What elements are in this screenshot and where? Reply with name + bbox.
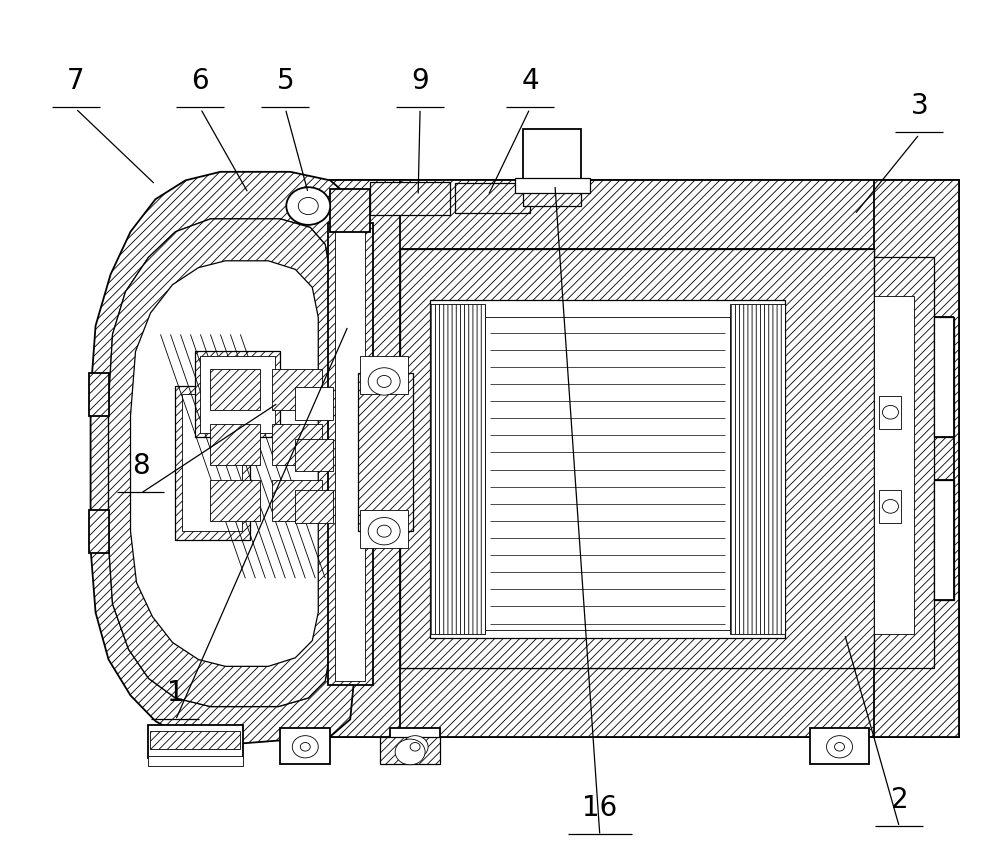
Circle shape: [300, 742, 310, 751]
Bar: [148, 756, 243, 766]
Bar: [400, 249, 874, 668]
Polygon shape: [89, 373, 109, 416]
Text: 9: 9: [411, 67, 429, 95]
Text: 16: 16: [582, 794, 617, 822]
Text: 3: 3: [911, 93, 928, 121]
Circle shape: [286, 187, 330, 225]
Text: 4: 4: [521, 67, 539, 95]
Circle shape: [298, 197, 318, 214]
Text: 8: 8: [132, 452, 149, 480]
Polygon shape: [109, 219, 330, 706]
Bar: [330, 180, 959, 249]
Bar: [879, 396, 901, 428]
Bar: [370, 182, 450, 214]
Bar: [148, 725, 243, 758]
Bar: [360, 510, 408, 548]
Bar: [515, 177, 590, 193]
Bar: [330, 180, 400, 736]
Bar: [335, 227, 365, 681]
Bar: [272, 424, 322, 465]
Polygon shape: [91, 171, 355, 745]
Text: 1: 1: [167, 679, 184, 706]
Polygon shape: [131, 261, 318, 667]
Bar: [150, 730, 240, 749]
Bar: [175, 386, 250, 540]
Bar: [430, 304, 485, 634]
Bar: [330, 668, 959, 736]
Circle shape: [395, 739, 425, 764]
Bar: [934, 317, 954, 437]
Bar: [280, 728, 330, 764]
Bar: [272, 480, 322, 521]
Bar: [874, 257, 934, 668]
Bar: [488, 319, 730, 627]
Bar: [730, 304, 785, 634]
Bar: [430, 300, 785, 638]
Bar: [358, 373, 413, 531]
Text: 2: 2: [891, 786, 908, 813]
Circle shape: [882, 405, 898, 419]
Bar: [182, 394, 242, 531]
Bar: [210, 369, 260, 410]
Bar: [874, 296, 914, 634]
Bar: [272, 369, 322, 410]
Bar: [874, 180, 959, 736]
Bar: [330, 180, 959, 736]
Text: 7: 7: [67, 67, 84, 95]
Polygon shape: [380, 736, 440, 764]
Bar: [400, 249, 874, 668]
Circle shape: [835, 742, 845, 751]
Circle shape: [402, 735, 428, 758]
Bar: [360, 356, 408, 394]
Polygon shape: [109, 219, 330, 706]
Bar: [210, 480, 260, 521]
Bar: [879, 490, 901, 523]
Bar: [295, 439, 333, 471]
Circle shape: [368, 368, 400, 395]
Circle shape: [827, 735, 853, 758]
Bar: [195, 351, 280, 437]
Bar: [810, 728, 869, 764]
Bar: [330, 189, 370, 231]
Bar: [295, 387, 333, 420]
Circle shape: [292, 735, 318, 758]
Polygon shape: [89, 510, 109, 553]
Text: 6: 6: [192, 67, 209, 95]
Bar: [390, 728, 440, 764]
Circle shape: [377, 525, 391, 537]
Bar: [934, 480, 954, 600]
Circle shape: [368, 518, 400, 545]
Circle shape: [882, 500, 898, 513]
Bar: [485, 317, 730, 630]
Bar: [455, 183, 530, 213]
Bar: [200, 356, 275, 433]
Text: 5: 5: [276, 67, 294, 95]
Circle shape: [377, 375, 391, 387]
Bar: [210, 424, 260, 465]
Bar: [523, 177, 581, 206]
Bar: [295, 490, 333, 523]
Bar: [523, 129, 581, 180]
Bar: [328, 223, 373, 686]
Circle shape: [410, 742, 420, 751]
